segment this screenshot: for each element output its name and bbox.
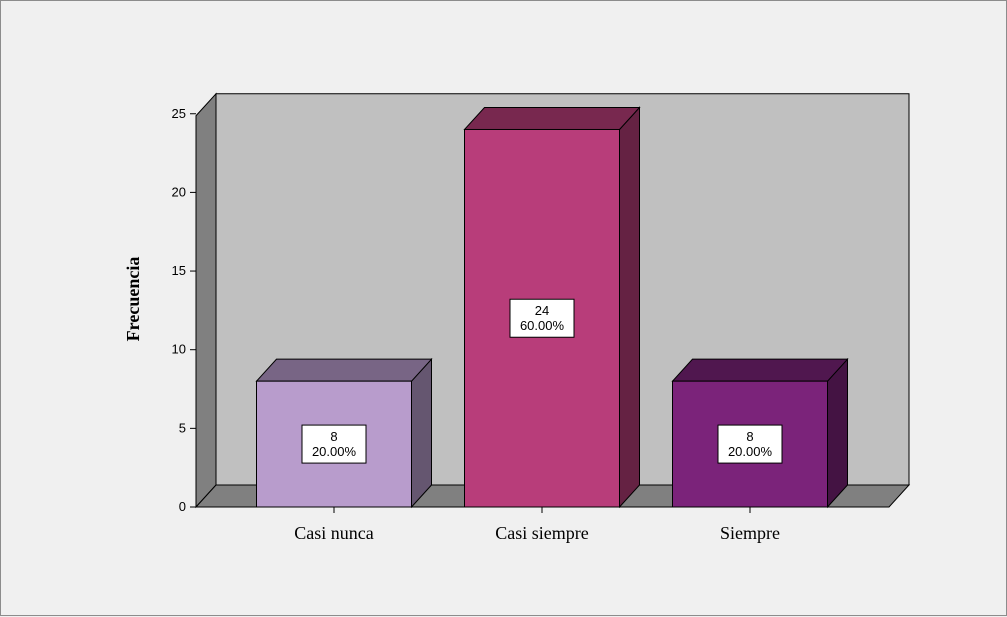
bar-casi-nunca: 820.00% [255, 357, 433, 509]
x-tick-label: Siempre [720, 523, 780, 543]
data-label-count: 8 [330, 429, 337, 444]
side-wall [195, 92, 217, 509]
x-tick-label: Casi siempre [495, 523, 588, 543]
x-tick-label: Casi nunca [294, 523, 373, 543]
y-tick-label: 5 [179, 420, 186, 435]
bar-side [411, 357, 432, 509]
y-tick-label: 0 [179, 499, 186, 514]
y-axis-title: Frecuencia [123, 257, 143, 342]
data-label-percent: 20.00% [728, 444, 773, 459]
bar-siempre: 820.00% [671, 357, 849, 509]
data-label-percent: 60.00% [520, 318, 565, 333]
data-label-count: 8 [746, 429, 753, 444]
y-tick-label: 20 [172, 184, 186, 199]
bar-side [827, 357, 848, 509]
bar-side [619, 106, 640, 509]
y-axis: 0 5 10 15 20 25 [172, 106, 197, 514]
data-label-box [301, 424, 367, 464]
y-tick-label: 25 [172, 106, 186, 121]
data-label-count: 24 [535, 303, 549, 318]
y-tick-label: 15 [172, 263, 186, 278]
bar-top [671, 358, 849, 382]
bar-top [255, 358, 433, 382]
x-axis: Casi nunca Casi siempre Siempre [196, 506, 889, 543]
data-label-percent: 20.00% [312, 444, 357, 459]
data-label-box [717, 424, 783, 464]
bar-top [463, 106, 641, 130]
y-tick-label: 10 [172, 342, 186, 357]
data-label-box [509, 298, 575, 338]
